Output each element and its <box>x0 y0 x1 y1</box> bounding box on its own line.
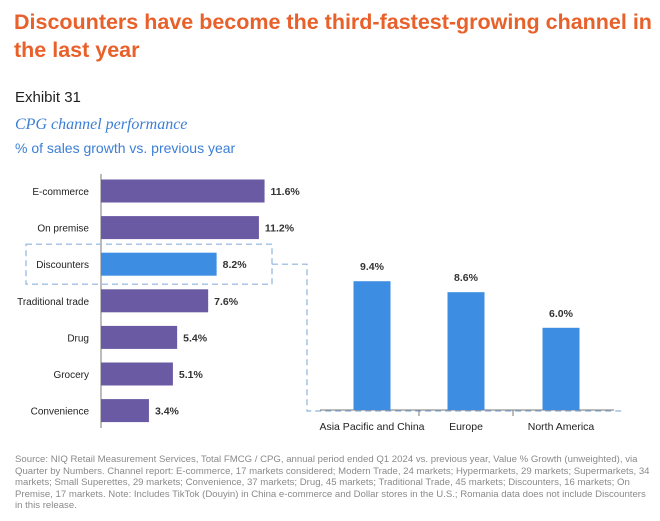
channel-bar <box>101 252 217 276</box>
page-headline: Discounters have become the third-fastes… <box>14 10 652 62</box>
chart-subtitle: CPG channel performance <box>15 116 188 133</box>
region-value-label: 9.4% <box>360 261 385 273</box>
channel-label: Grocery <box>53 370 89 381</box>
channel-value-label: 5.1% <box>179 369 204 381</box>
channel-bar <box>101 399 149 423</box>
channel-bar <box>101 179 265 203</box>
channel-value-label: 8.2% <box>223 259 248 271</box>
channel-label: Drug <box>67 333 89 344</box>
source-note: Source: NIQ Retail Measurement Services,… <box>15 454 650 512</box>
region-value-label: 6.0% <box>549 308 574 320</box>
channel-value-label: 5.4% <box>183 332 208 344</box>
channel-value-label: 7.6% <box>214 296 239 308</box>
channel-value-label: 11.2% <box>265 223 295 235</box>
channel-label: Convenience <box>31 407 90 418</box>
region-label: North America <box>528 421 595 433</box>
discounters-region-chart: 9.4% Asia Pacific and China 8.6% Europe 6.0%… <box>319 261 614 433</box>
region-bar <box>542 327 580 410</box>
region-label: Europe <box>449 421 483 433</box>
channel-bar-chart: E-commerce 11.6% On premise 11.2% Discounter… <box>17 174 300 428</box>
channel-bar <box>101 216 259 240</box>
exhibit-label: Exhibit 31 <box>15 89 81 106</box>
channel-bar <box>101 325 178 349</box>
region-bar <box>447 292 485 410</box>
channel-bar <box>101 362 173 386</box>
channel-label: On premise <box>37 224 89 235</box>
channel-value-label: 3.4% <box>155 406 180 418</box>
discounters-highlight-callout <box>25 243 623 412</box>
channel-label: Traditional trade <box>17 297 89 308</box>
channel-bar <box>101 289 209 313</box>
chart-area: E-commerce 11.6% On premise 11.2% Discounter… <box>17 174 623 433</box>
channel-label: E-commerce <box>32 187 89 198</box>
region-label: Asia Pacific and China <box>319 421 424 433</box>
channel-label: Discounters <box>36 260 89 271</box>
region-bar <box>353 281 391 410</box>
region-value-label: 8.6% <box>454 272 479 284</box>
unit-label: % of sales growth vs. previous year <box>15 140 236 156</box>
channel-value-label: 11.6% <box>271 186 301 198</box>
